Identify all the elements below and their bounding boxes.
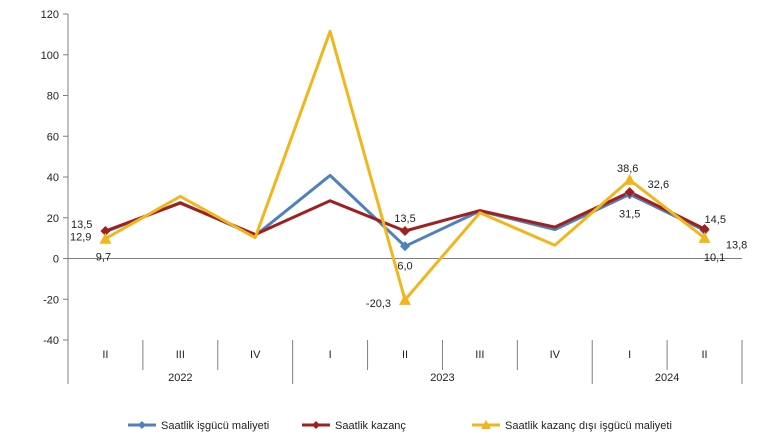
- quarter-label: II: [701, 349, 707, 361]
- y-axis: -40 -20 0 20 40 60 80 100 120: [41, 9, 69, 347]
- quarter-label: IV: [250, 349, 261, 361]
- y-tick-label: 0: [53, 254, 59, 266]
- year-label: 2023: [430, 372, 454, 384]
- year-label: 2024: [655, 372, 679, 384]
- data-point-marker: [100, 225, 111, 236]
- data-label: 10,1: [704, 252, 725, 264]
- quarter-label: I: [628, 349, 631, 361]
- data-point-marker: [400, 241, 410, 252]
- quarter-label: III: [475, 349, 484, 361]
- data-label: 13,5: [394, 213, 415, 225]
- quarter-label: I: [329, 349, 332, 361]
- data-point-marker: [623, 173, 636, 185]
- quarter-label: II: [402, 349, 408, 361]
- series-lines: [99, 29, 711, 305]
- y-tick-label: 20: [47, 213, 59, 225]
- year-label: 2022: [168, 372, 192, 384]
- data-point-marker: [99, 232, 112, 244]
- legend-label: Saatlik işgücü maliyeti: [161, 420, 269, 432]
- data-label: 6,0: [397, 260, 412, 272]
- data-point-marker: [400, 225, 410, 236]
- legend-marker: [138, 421, 146, 429]
- legend: Saatlik işgücü maliyeti Saatlik kazanç Saa…: [128, 420, 672, 432]
- data-label: 12,9: [70, 232, 91, 244]
- quarter-label: II: [102, 349, 108, 361]
- y-tick-label: 80: [47, 91, 59, 103]
- y-tick-label: -40: [43, 335, 59, 347]
- legend-label: Saatlik kazanç dışı işgücü maliyeti: [505, 420, 672, 432]
- quarter-label: III: [176, 349, 185, 361]
- data-point-marker: [698, 231, 711, 243]
- data-label: 13,8: [726, 239, 747, 251]
- legend-marker: [481, 420, 491, 429]
- data-point-marker: [399, 293, 411, 305]
- data-label: 31,5: [619, 208, 640, 220]
- data-label: 9,7: [96, 252, 111, 264]
- data-label: -20,3: [366, 298, 391, 310]
- data-point-marker: [699, 223, 710, 234]
- y-tick-label: 60: [47, 131, 59, 143]
- data-label: 38,6: [617, 163, 638, 175]
- y-tick-label: -20: [43, 294, 59, 306]
- data-point-marker: [624, 187, 635, 198]
- data-label: 32,6: [648, 179, 669, 191]
- legend-marker: [312, 421, 320, 429]
- data-label: 13,5: [71, 219, 92, 231]
- legend-label: Saatlik kazanç: [335, 420, 406, 432]
- quarter-label: IV: [550, 349, 561, 361]
- y-tick-label: 100: [41, 50, 59, 62]
- y-tick-label: 40: [47, 172, 59, 184]
- data-label: 14,5: [705, 214, 726, 226]
- data-labels: 6,0 31,5 13,8 13,5 13,5 32,6 14,5 9,7 -20,3 38,6 1…: [70, 163, 747, 310]
- y-tick-label: 120: [41, 9, 59, 21]
